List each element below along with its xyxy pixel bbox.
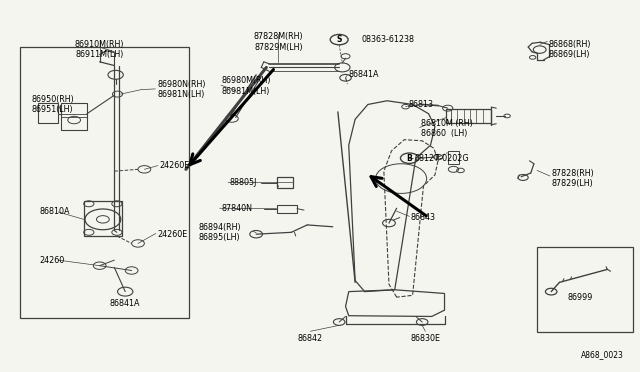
Text: 86950(RH)
86951(LH): 86950(RH) 86951(LH) (31, 95, 74, 114)
Text: 86830E: 86830E (410, 334, 440, 343)
Text: 87828M(RH)
87829M(LH): 87828M(RH) 87829M(LH) (253, 32, 303, 52)
Text: 24260E: 24260E (159, 161, 189, 170)
Text: 86842: 86842 (298, 334, 323, 343)
Text: A868_0023: A868_0023 (580, 350, 623, 359)
Bar (61, 103, 87, 131)
Text: 86843: 86843 (411, 213, 436, 222)
Bar (38, 103, 58, 123)
Bar (84, 201, 122, 236)
Text: S: S (337, 35, 342, 44)
Bar (276, 177, 292, 188)
Text: 86841A: 86841A (349, 70, 380, 79)
Bar (448, 151, 460, 164)
Bar (537, 247, 633, 333)
Text: 86841A: 86841A (110, 299, 140, 308)
Text: 24260E: 24260E (157, 230, 188, 239)
Text: 08363-61238: 08363-61238 (362, 35, 415, 44)
Text: 86980N(RH)
86981N(LH): 86980N(RH) 86981N(LH) (157, 80, 205, 99)
Text: 86813: 86813 (408, 100, 433, 109)
Text: 24260: 24260 (39, 256, 64, 264)
Text: 86868(RH)
86869(LH): 86868(RH) 86869(LH) (548, 39, 591, 59)
Bar (276, 205, 297, 213)
Text: 08127-0202G: 08127-0202G (415, 154, 469, 163)
Bar (447, 109, 491, 123)
Text: 87828(RH)
87829(LH): 87828(RH) 87829(LH) (551, 169, 594, 188)
Text: 86999: 86999 (567, 294, 593, 302)
Bar (20, 47, 189, 318)
Text: 86810A: 86810A (39, 208, 70, 217)
Text: 86810M (RH)
86860  (LH): 86810M (RH) 86860 (LH) (421, 119, 473, 138)
Text: 86910M(RH)
86911M(LH): 86910M(RH) 86911M(LH) (75, 39, 124, 59)
Text: B: B (406, 154, 412, 163)
Text: 86980M(RH)
86981M(LH): 86980M(RH) 86981M(LH) (221, 76, 271, 96)
Text: 87840N: 87840N (221, 204, 252, 213)
Text: 86894(RH)
86895(LH): 86894(RH) 86895(LH) (198, 222, 241, 242)
Text: 88805J: 88805J (229, 178, 257, 187)
